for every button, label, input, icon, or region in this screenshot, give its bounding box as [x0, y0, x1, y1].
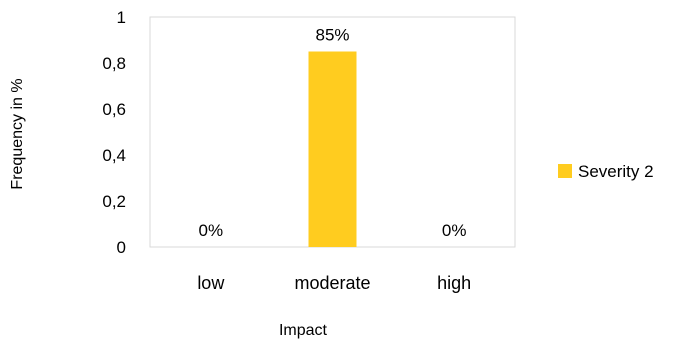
legend-label: Severity 2	[578, 162, 654, 181]
bar	[308, 51, 357, 247]
data-label: 85%	[315, 26, 349, 45]
y-tick-label: 0	[117, 238, 126, 257]
y-tick-label: 0,2	[102, 192, 126, 211]
x-axis-title: Impact	[279, 322, 328, 339]
data-label: 0%	[442, 221, 467, 240]
x-tick-label: moderate	[294, 273, 370, 293]
y-tick-label: 0,8	[102, 54, 126, 73]
x-tick-label: high	[437, 273, 471, 293]
x-tick-label: low	[197, 273, 225, 293]
legend-swatch	[558, 164, 572, 178]
y-tick-label: 0,6	[102, 100, 126, 119]
y-tick-label: 1	[117, 8, 126, 27]
y-axis-title: Frequency in %	[9, 78, 26, 189]
plot-area: 0 0,2 0,4 0,6 0,8 1 0% low 85% moderate 0% high	[102, 8, 516, 293]
data-label: 0%	[199, 221, 224, 240]
y-tick-label: 0,4	[102, 146, 126, 165]
legend: Severity 2	[558, 162, 654, 181]
